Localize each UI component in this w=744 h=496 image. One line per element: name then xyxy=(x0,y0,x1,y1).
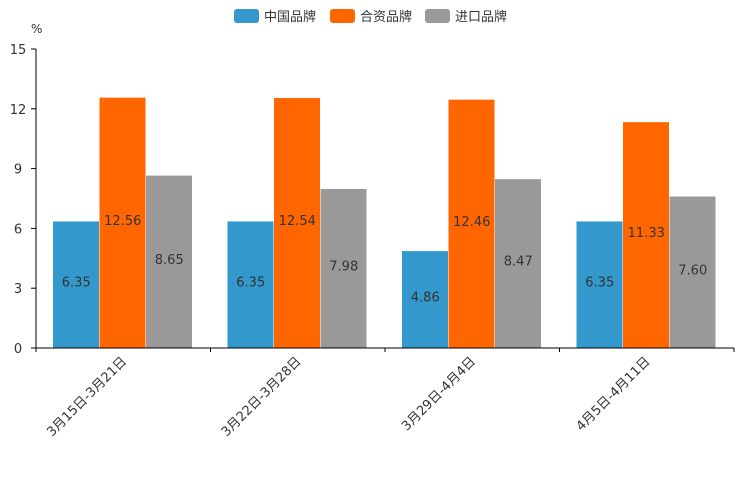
data-label: 6.35 xyxy=(236,276,265,291)
data-label: 12.54 xyxy=(279,214,316,229)
legend-label: 进口品牌 xyxy=(455,9,507,25)
data-label: 6.35 xyxy=(585,276,614,291)
data-label: 8.47 xyxy=(504,255,533,270)
x-tick-label: 3月22日-3月28日 xyxy=(219,354,305,440)
bars: 6.35 12.56 8.65 6.35 12.54 7.98 4.86 12.46 8.47 6… xyxy=(53,97,716,349)
y-axis-unit-label: % xyxy=(31,22,42,36)
bar xyxy=(576,221,623,348)
y-tick-label: 0 xyxy=(14,342,22,357)
data-label: 12.46 xyxy=(453,215,490,230)
bar xyxy=(623,122,669,348)
bar xyxy=(495,179,541,348)
bar xyxy=(320,188,367,348)
data-label: 8.65 xyxy=(155,253,184,268)
bar xyxy=(146,175,192,348)
y-tick-label: 3 xyxy=(14,282,22,297)
legend-swatch xyxy=(330,9,355,23)
y-tick-label: 9 xyxy=(14,163,22,178)
legend-label: 中国品牌 xyxy=(264,9,316,25)
data-label: 6.35 xyxy=(62,276,91,291)
bar xyxy=(227,221,274,348)
legend-label: 合资品牌 xyxy=(360,9,412,25)
data-label: 12.56 xyxy=(104,214,141,229)
data-label: 4.86 xyxy=(411,291,440,306)
x-axis: 3月15日-3月21日 3月22日-3月28日 3月29日-4月4日 4月5日-4月1… xyxy=(35,347,735,440)
x-tick-label: 4月5日-4月11日 xyxy=(574,354,654,434)
x-tick-label: 3月29日-4月4日 xyxy=(399,354,479,434)
data-label: 7.98 xyxy=(329,259,358,274)
y-tick-label: 15 xyxy=(10,43,27,58)
bar xyxy=(448,99,495,348)
legend-swatch xyxy=(425,9,450,23)
data-label: 11.33 xyxy=(628,226,665,241)
data-label: 7.60 xyxy=(678,263,707,278)
bar xyxy=(53,221,99,348)
legend-swatch xyxy=(234,9,259,23)
y-tick-label: 6 xyxy=(14,222,22,237)
bar xyxy=(402,251,448,348)
y-axis: 0 3 6 9 12 15 xyxy=(10,43,37,357)
bar xyxy=(274,98,320,348)
bar xyxy=(669,196,716,348)
bar xyxy=(99,97,146,349)
legend: 中国品牌 合资品牌 进口品牌 xyxy=(234,9,507,25)
x-tick-label: 3月15日-3月21日 xyxy=(44,354,130,440)
y-tick-label: 12 xyxy=(10,103,27,118)
